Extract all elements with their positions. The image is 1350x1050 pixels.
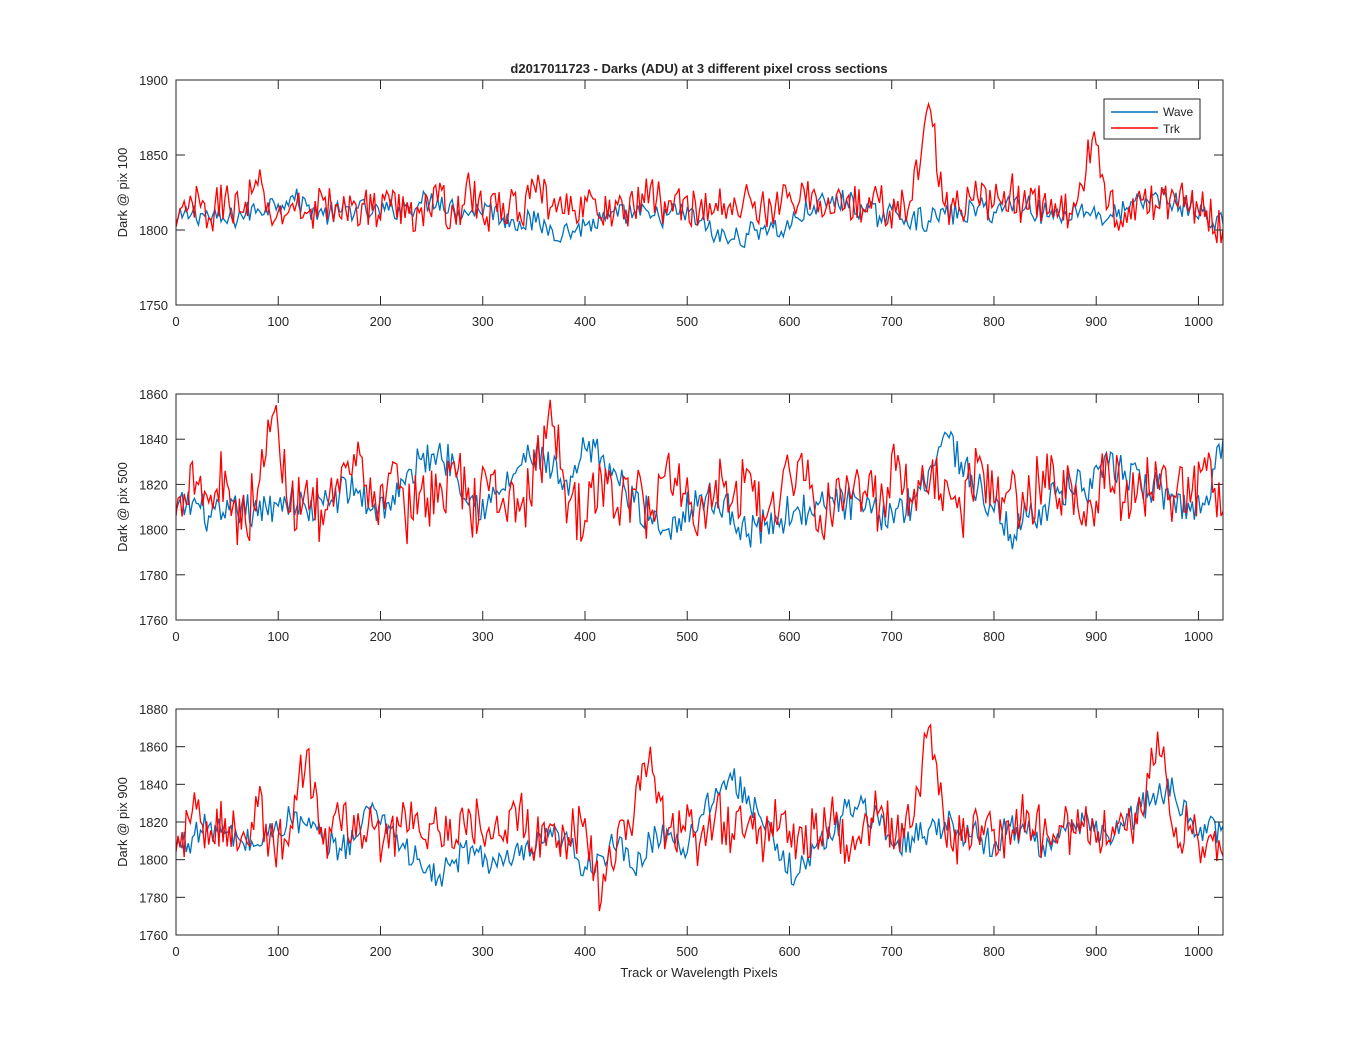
x-tick-label: 600: [779, 314, 801, 329]
x-tick-label: 0: [172, 944, 179, 959]
x-tick-label: 600: [779, 944, 801, 959]
y-axis-label: Dark @ pix 900: [115, 777, 130, 867]
legend-box: [1103, 98, 1201, 140]
x-tick-label: 1000: [1184, 629, 1213, 644]
x-tick-label: 700: [881, 944, 903, 959]
y-tick-label: 1900: [139, 73, 168, 88]
y-tick-label: 1800: [139, 853, 168, 868]
y-tick-label: 1780: [139, 568, 168, 583]
x-tick-label: 600: [779, 629, 801, 644]
y-tick-label: 1780: [139, 890, 168, 905]
y-tick-label: 1860: [139, 387, 168, 402]
legend: Wave Trk: [1103, 98, 1201, 140]
x-axis-label: Track or Wavelength Pixels: [620, 965, 778, 980]
series-line-trk: [175, 399, 1224, 546]
x-tick-label: 200: [370, 944, 392, 959]
y-tick-label: 1820: [139, 477, 168, 492]
x-tick-label: 900: [1085, 944, 1107, 959]
series-line-wave: [175, 188, 1224, 249]
series-line-trk: [175, 723, 1224, 912]
legend-label-trk: Trk: [1163, 122, 1181, 136]
y-tick-label: 1840: [139, 432, 168, 447]
x-tick-label: 1000: [1184, 944, 1213, 959]
y-tick-label: 1850: [139, 148, 168, 163]
x-tick-label: 100: [267, 629, 289, 644]
y-tick-label: 1800: [139, 223, 168, 238]
x-tick-label: 500: [676, 629, 698, 644]
y-tick-label: 1840: [139, 777, 168, 792]
y-axis-label: Dark @ pix 500: [115, 462, 130, 552]
series-line-wave: [175, 430, 1224, 550]
y-axis-label: Dark @ pix 100: [115, 148, 130, 238]
x-tick-label: 500: [676, 944, 698, 959]
x-tick-label: 0: [172, 314, 179, 329]
x-tick-label: 800: [983, 944, 1005, 959]
x-tick-label: 700: [881, 314, 903, 329]
x-tick-label: 300: [472, 944, 494, 959]
x-tick-label: 500: [676, 314, 698, 329]
y-tick-label: 1750: [139, 298, 168, 313]
y-tick-label: 1800: [139, 523, 168, 538]
panel-pix-100: 0 100 200 300 400 500 600 700 800 900 1000 1750 1800…: [115, 73, 1224, 329]
y-tick-label: 1820: [139, 815, 168, 830]
x-tick-label: 1000: [1184, 314, 1213, 329]
y-tick-label: 1760: [139, 613, 168, 628]
axes-box: [175, 393, 1224, 621]
series-line-trk: [175, 101, 1224, 244]
y-tick-label: 1880: [139, 702, 168, 717]
series-line-wave: [175, 768, 1224, 887]
x-tick-label: 0: [172, 629, 179, 644]
legend-label-wave: Wave: [1163, 105, 1194, 119]
panel-pix-900: 0 100 200 300 400 500 600 700 800 900 1000 1760 1780…: [115, 702, 1224, 959]
x-tick-label: 100: [267, 314, 289, 329]
axes-box: [175, 79, 1224, 306]
x-tick-label: 400: [574, 944, 596, 959]
figure-title: d2017011723 - Darks (ADU) at 3 different…: [510, 61, 887, 76]
x-tick-label: 400: [574, 629, 596, 644]
x-tick-label: 900: [1085, 314, 1107, 329]
x-tick-label: 300: [472, 314, 494, 329]
panel-pix-500: 0 100 200 300 400 500 600 700 800 900 1000 1760 1780…: [115, 387, 1224, 644]
x-tick-label: 800: [983, 629, 1005, 644]
x-tick-label: 100: [267, 944, 289, 959]
x-tick-label: 400: [574, 314, 596, 329]
x-tick-label: 300: [472, 629, 494, 644]
x-tick-label: 200: [370, 629, 392, 644]
x-tick-label: 700: [881, 629, 903, 644]
x-tick-label: 800: [983, 314, 1005, 329]
y-tick-label: 1760: [139, 928, 168, 943]
y-tick-label: 1860: [139, 740, 168, 755]
x-tick-label: 900: [1085, 629, 1107, 644]
x-tick-label: 200: [370, 314, 392, 329]
